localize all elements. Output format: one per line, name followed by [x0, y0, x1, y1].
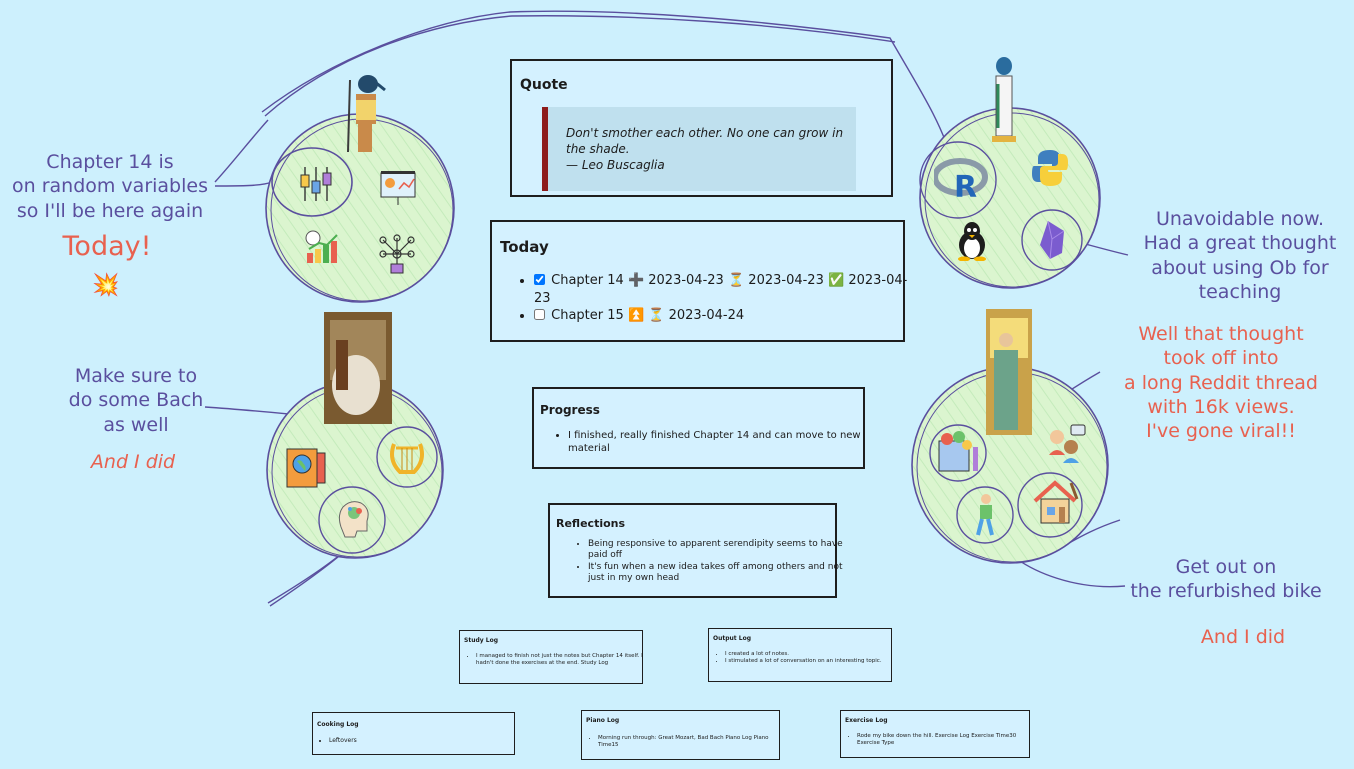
- network-icon: [376, 234, 418, 274]
- note-today: Today!: [62, 231, 152, 262]
- reflections-title: Reflections: [556, 517, 626, 530]
- cooking-log-card[interactable]: Cooking Log Leftovers: [312, 712, 515, 755]
- study-log-card[interactable]: Study Log I managed to finish not just t…: [459, 630, 643, 684]
- piano-log-card[interactable]: Piano Log Morning run through: Great Moz…: [581, 710, 780, 760]
- note-bike-done: And I did: [1200, 626, 1286, 648]
- today-title: Today: [500, 238, 549, 256]
- output-log-item: I stimulated a lot of conversation on an…: [725, 658, 897, 665]
- brain-icon: [334, 496, 374, 540]
- cooking-log-item: Leftovers: [329, 737, 519, 745]
- obsidian-icon: [1032, 218, 1072, 262]
- created-icon: ➕: [627, 273, 645, 288]
- progress-card[interactable]: Progress I finished, really finished Cha…: [532, 387, 865, 469]
- quote-text-line1: Don't smother each other. No one can gro…: [566, 126, 844, 140]
- quote-card[interactable]: Quote Don't smother each other. No one c…: [510, 59, 893, 197]
- walking-person-icon: [970, 492, 1000, 538]
- today-card[interactable]: Today Chapter 14 ➕ 2023-04-23 ⏳ 2023-04-…: [490, 220, 907, 342]
- quote-block: Don't smother each other. No one can gro…: [542, 107, 856, 191]
- output-log-item: I created a lot of notes.: [725, 651, 897, 658]
- quote-title: Quote: [520, 77, 568, 93]
- thoth-figure: [347, 75, 386, 153]
- note-unavoidable: Unavoidable now. Had a great thought abo…: [1143, 208, 1337, 303]
- task-checkbox[interactable]: [534, 309, 545, 321]
- task-item: Chapter 14 ➕ 2023-04-23 ⏳ 2023-04-23 ✅ 2…: [534, 272, 914, 307]
- quote-text-line2: the shade.: [566, 142, 630, 157]
- exercise-log-card[interactable]: Exercise Log Rode my bike down the hill.…: [840, 710, 1030, 758]
- reflection-item: It's fun when a new idea takes off among…: [588, 562, 850, 585]
- task-checkbox[interactable]: [534, 274, 545, 285]
- chart-growth-icon: [302, 228, 342, 266]
- output-log-card[interactable]: Output Log I created a lot of notes. I s…: [708, 628, 892, 682]
- piano-log-title: Piano Log: [586, 717, 620, 724]
- scheduled-icon: ⏳: [727, 273, 745, 288]
- book-globe-icon: [284, 446, 330, 490]
- svg-text:R: R: [954, 170, 977, 203]
- quote-attribution: — Leo Buscaglia: [566, 158, 665, 173]
- linux-penguin-icon: [952, 220, 992, 262]
- exercise-log-item: Rode my bike down the hill. Exercise Log…: [857, 733, 1035, 747]
- boom-icon: 💥: [92, 273, 120, 298]
- piano-log-item: Morning run through: Great Mozart, Bad B…: [598, 735, 784, 749]
- house-cleaning-icon: [1030, 476, 1082, 528]
- scheduled-icon: ⏳: [648, 308, 665, 324]
- conversation-icon: [1042, 420, 1088, 466]
- note-bach: Make sure to do some Bach as well: [68, 365, 204, 436]
- output-log-title: Output Log: [713, 635, 752, 642]
- progress-title: Progress: [540, 403, 600, 417]
- progress-item: I finished, really finished Chapter 14 a…: [568, 429, 874, 455]
- python-logo-icon: [1028, 146, 1072, 190]
- done-icon: ✅: [828, 273, 845, 288]
- r-logo-icon: R: [934, 156, 990, 204]
- reflections-card[interactable]: Reflections Being responsive to apparent…: [548, 503, 843, 598]
- note-bach-done: And I did: [90, 451, 176, 473]
- task-item: Chapter 15 ⏫ ⏳ 2023-04-24: [534, 307, 914, 325]
- note-bike: Get out on the refurbished bike: [1130, 556, 1322, 603]
- reflection-item: Being responsive to apparent serendipity…: [588, 539, 850, 562]
- exercise-log-title: Exercise Log: [845, 717, 888, 724]
- circuit-icon: [296, 164, 336, 204]
- note-viral: Well that thought took off into a long R…: [1124, 323, 1318, 443]
- priority-icon: ⏫: [627, 308, 645, 324]
- presentation-icon: [378, 168, 418, 208]
- note-chapter14: Chapter 14 is on random variables so I'l…: [12, 151, 208, 222]
- study-log-item: I managed to finish not just the notes b…: [476, 653, 648, 667]
- osiris-figure: [992, 57, 1016, 142]
- painting-icon: [932, 428, 982, 476]
- study-log-title: Study Log: [464, 637, 498, 644]
- lyre-icon: [385, 437, 429, 481]
- today-task-list: Chapter 14 ➕ 2023-04-23 ⏳ 2023-04-23 ✅ 2…: [512, 272, 914, 325]
- cooking-log-title: Cooking Log: [317, 721, 359, 728]
